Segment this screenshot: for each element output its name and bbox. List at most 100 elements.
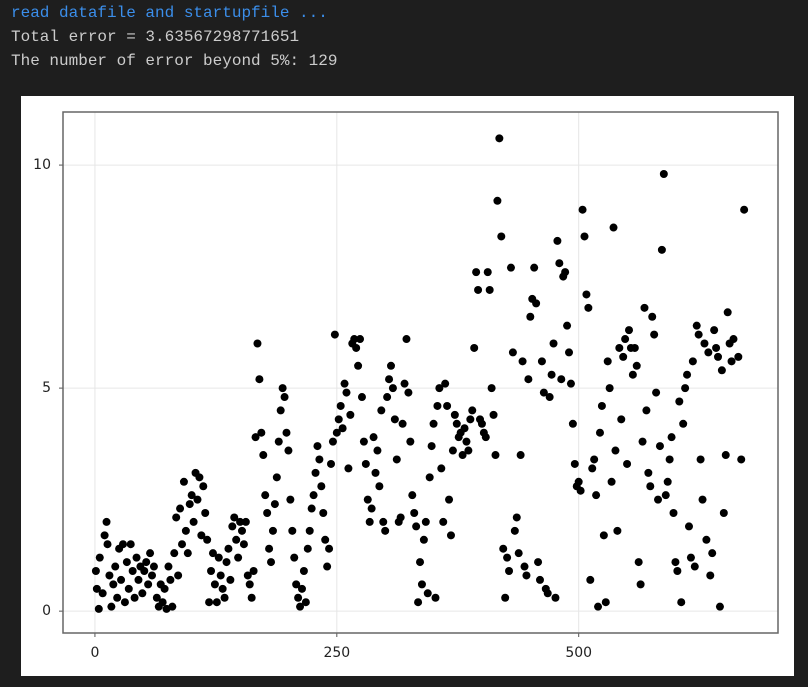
point — [549, 339, 558, 348]
point — [638, 437, 647, 446]
x-tick-label: 0 — [90, 645, 99, 661]
point — [690, 562, 699, 571]
point — [400, 379, 409, 388]
point — [251, 433, 260, 442]
point — [719, 509, 728, 518]
point — [120, 598, 129, 607]
point — [361, 459, 370, 468]
point — [344, 464, 353, 473]
point — [477, 419, 486, 428]
point — [646, 482, 655, 491]
point — [212, 598, 221, 607]
point — [553, 236, 562, 245]
point — [268, 526, 277, 535]
point — [671, 558, 680, 567]
point — [392, 455, 401, 464]
point — [259, 451, 268, 460]
point — [534, 558, 543, 567]
point — [657, 245, 666, 254]
point — [712, 343, 721, 352]
point — [590, 455, 599, 464]
point — [686, 553, 695, 562]
point — [714, 352, 723, 361]
point — [228, 522, 237, 531]
point — [140, 566, 149, 575]
point — [243, 571, 252, 580]
point — [692, 321, 701, 330]
point — [673, 566, 682, 575]
point — [619, 352, 628, 361]
point — [253, 339, 262, 348]
point — [172, 513, 181, 522]
point — [284, 446, 293, 455]
point — [679, 419, 688, 428]
point — [441, 379, 450, 388]
point — [113, 593, 122, 602]
point — [491, 451, 500, 460]
plot-frame — [62, 111, 779, 634]
point — [357, 393, 366, 402]
point — [313, 442, 322, 451]
point — [373, 446, 382, 455]
point — [584, 303, 593, 312]
point — [607, 477, 616, 486]
point — [193, 495, 202, 504]
point — [330, 330, 339, 339]
point — [381, 526, 390, 535]
point — [319, 509, 328, 518]
point — [241, 517, 250, 526]
point — [623, 459, 632, 468]
point — [334, 415, 343, 424]
point — [526, 312, 535, 321]
point — [414, 598, 423, 607]
point — [181, 526, 190, 535]
point — [427, 442, 436, 451]
point — [601, 598, 610, 607]
point — [185, 500, 194, 509]
point — [512, 513, 521, 522]
point — [727, 357, 736, 366]
point — [522, 571, 531, 580]
point — [497, 232, 506, 241]
point — [551, 593, 560, 602]
point — [688, 357, 697, 366]
point — [539, 388, 548, 397]
point — [667, 433, 676, 442]
point — [371, 468, 380, 477]
point — [431, 593, 440, 602]
point — [128, 566, 137, 575]
point — [367, 504, 376, 513]
point — [187, 491, 196, 500]
point — [210, 580, 219, 589]
point — [363, 495, 372, 504]
point — [336, 401, 345, 410]
point — [652, 388, 661, 397]
point — [236, 517, 245, 526]
point — [270, 500, 279, 509]
point — [109, 580, 118, 589]
point — [630, 343, 639, 352]
point — [574, 477, 583, 486]
point — [481, 433, 490, 442]
point — [570, 459, 579, 468]
point — [105, 571, 114, 580]
point — [702, 535, 711, 544]
point — [126, 540, 135, 549]
point — [421, 517, 430, 526]
point — [301, 598, 310, 607]
point — [654, 495, 663, 504]
point — [146, 549, 155, 558]
point — [721, 451, 730, 460]
point — [698, 495, 707, 504]
point — [410, 509, 419, 518]
point — [111, 562, 120, 571]
point — [216, 571, 225, 580]
point — [203, 535, 212, 544]
point — [95, 553, 104, 562]
point — [514, 549, 523, 558]
point — [493, 196, 502, 205]
point — [510, 526, 519, 535]
console-line: The number of error beyond 5%: 129 — [11, 52, 338, 70]
point — [684, 522, 693, 531]
point — [132, 553, 141, 562]
